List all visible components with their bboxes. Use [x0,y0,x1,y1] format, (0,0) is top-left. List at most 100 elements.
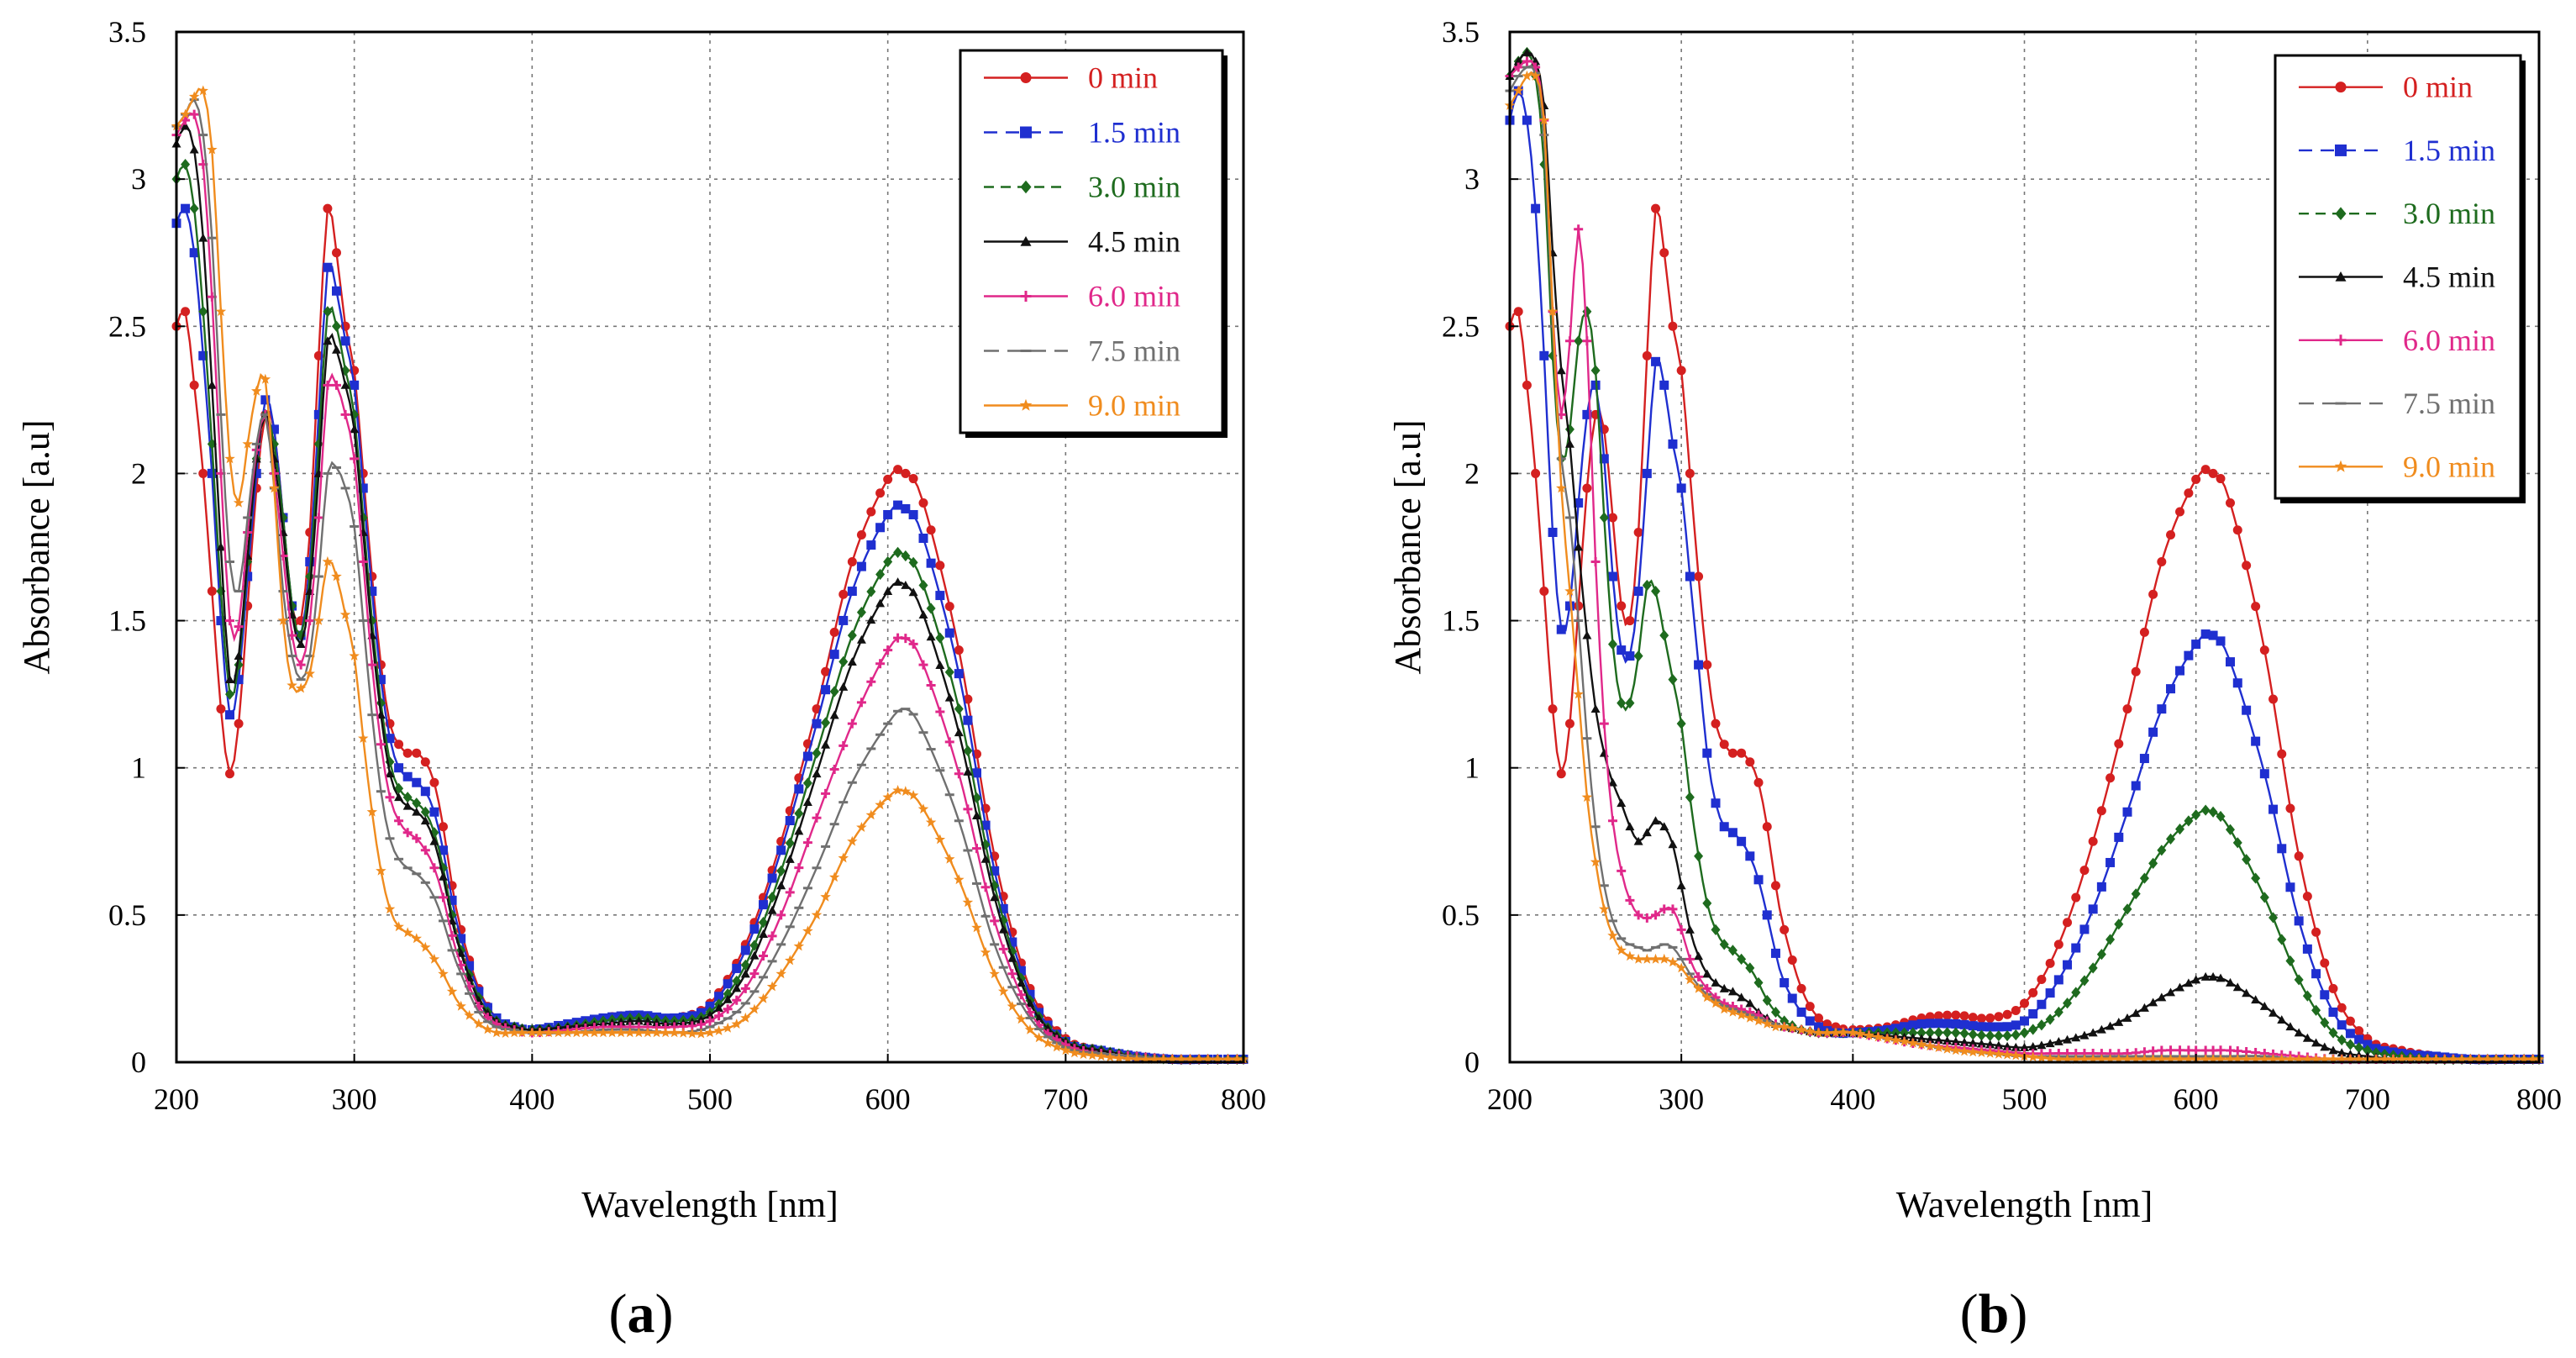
data-point [714,1011,724,1021]
data-point [225,710,234,720]
data-point [2509,1053,2520,1064]
data-point [1590,365,1601,376]
data-point [1933,1042,1944,1052]
data-point [776,865,786,876]
series-9-0-min [171,85,1249,1065]
x-tick-label: 800 [1221,1082,1266,1116]
data-point [944,692,954,702]
data-point [188,91,200,102]
data-point [802,797,812,807]
data-point [376,740,386,750]
data-point [1711,718,1721,729]
data-point [225,616,234,626]
data-point [972,768,981,778]
data-point [2499,1053,2510,1064]
data-point [2028,1024,2038,1035]
data-point [1582,483,1592,493]
data-point [580,1027,591,1038]
data-point [1581,792,1593,803]
data-point [2063,960,2073,970]
data-point [625,1016,635,1025]
data-point [2268,804,2279,814]
data-point [2242,561,2252,571]
data-point [705,1010,715,1019]
data-point [963,694,973,704]
data-point [571,1027,582,1038]
data-point [963,804,973,814]
data-point [1185,1053,1196,1064]
data-point [1675,962,1687,973]
data-point [1633,910,1643,920]
data-point [1659,822,1669,831]
data-point [2011,1029,2021,1041]
data-point [1908,1020,1918,1030]
data-point [820,891,831,902]
data-point [1702,748,1712,758]
data-point [1694,571,1704,582]
data-point [839,655,849,668]
data-point [2216,1045,2226,1055]
data-point [1668,904,1678,914]
data-point [1668,840,1678,849]
y-axis-label: Absorbance [a.u] [16,420,57,675]
data-point [2370,1053,2382,1064]
data-point [1590,557,1601,567]
y-tick-label: 2.5 [1442,309,1480,343]
data-point [1976,1039,1986,1048]
data-point [1007,953,1017,962]
data-point [1582,336,1592,346]
data-point [296,660,306,670]
data-point [305,616,315,626]
data-point [883,555,893,568]
data-point [875,659,886,669]
data-point [1976,1047,1987,1057]
data-point [1512,85,1524,96]
data-point [1710,997,1722,1008]
legend-swatch-marker [1020,236,1032,246]
data-point [2113,1053,2125,1064]
data-point [1016,1013,1027,1024]
data-point [963,745,973,757]
data-point [1564,585,1575,596]
data-point [732,995,742,1005]
data-point [1737,748,1747,758]
data-point [1779,1021,1790,1032]
data-point [776,881,786,890]
data-point [411,933,422,944]
data-point [642,1027,654,1038]
data-point [331,571,342,582]
data-point [428,953,440,964]
data-point [1625,651,1635,661]
data-point [2216,810,2226,823]
data-point [412,807,422,816]
data-point [1574,542,1584,551]
data-point [1043,1024,1053,1033]
data-point [2345,1029,2355,1039]
data-point [839,682,849,691]
data-point [1753,777,1764,787]
data-point [2148,589,2158,599]
data-point [1753,1015,1764,1026]
data-point [2191,474,2201,484]
y-tick-label: 3 [1464,162,1480,196]
data-point [1737,953,1747,965]
data-point [1958,1045,1970,1056]
data-point [615,1027,627,1038]
y-tick-label: 0 [131,1045,146,1079]
data-point [1573,688,1584,699]
data-point [2166,1045,2176,1055]
data-point [1522,48,1532,56]
data-point [990,916,1000,926]
data-point [696,1028,707,1039]
data-point [2337,1034,2347,1046]
legend-item: 1.5 min [2299,134,2495,167]
data-point [1522,56,1532,66]
data-point [935,632,945,644]
data-point [2131,1008,2141,1018]
legend-item: 6.0 min [2299,324,2495,357]
data-point [402,927,413,938]
data-point [1694,850,1704,862]
data-point [439,871,448,881]
panel-label: (a) [609,1283,674,1345]
